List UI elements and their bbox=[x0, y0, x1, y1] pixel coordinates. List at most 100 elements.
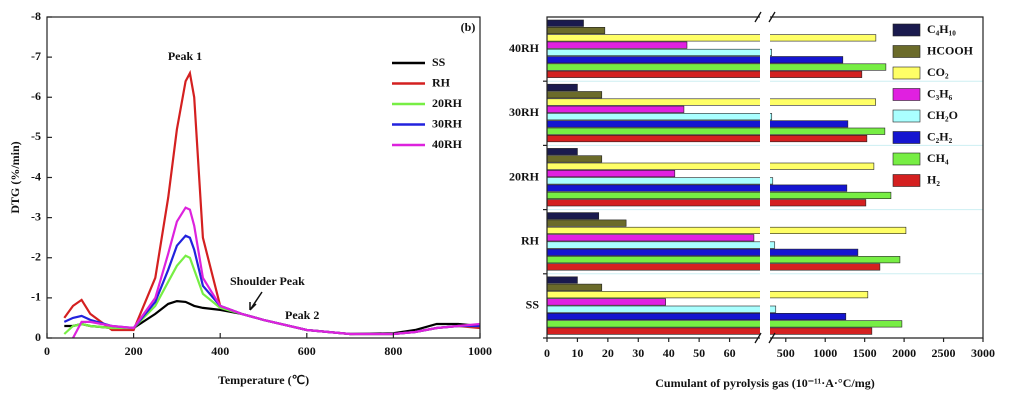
x-tick-label: 1500 bbox=[853, 346, 877, 360]
x-tick-label: 1000 bbox=[813, 346, 837, 360]
bar bbox=[546, 177, 774, 185]
y-tick-label: SS bbox=[526, 298, 540, 312]
bar bbox=[546, 70, 863, 78]
y-tick-label: -2 bbox=[31, 250, 41, 264]
bar bbox=[546, 283, 603, 291]
legend-swatch bbox=[892, 45, 921, 58]
legend-swatch bbox=[892, 66, 921, 80]
legend-label: CH₄ bbox=[927, 151, 949, 165]
plot-frame bbox=[546, 16, 984, 339]
legend-label: CO₂ bbox=[927, 65, 949, 79]
y-tick-label: 20RH bbox=[509, 169, 540, 183]
x-tick-label: 200 bbox=[125, 344, 143, 358]
y-tick-label: -1 bbox=[31, 290, 41, 304]
plot-frame bbox=[46, 16, 481, 339]
legend-label: C₂H₂ bbox=[927, 129, 953, 143]
bar bbox=[546, 26, 606, 35]
bar bbox=[546, 291, 869, 299]
x-axis-title: Cumulant of pyrolysis gas (10⁻¹¹·A·°C/mg… bbox=[655, 376, 874, 390]
x-tick-label: 0 bbox=[44, 344, 50, 358]
legend-swatch bbox=[892, 174, 921, 187]
bar bbox=[546, 327, 873, 335]
data-line bbox=[63, 69, 481, 336]
x-tick-label: 10 bbox=[571, 346, 583, 360]
bar bbox=[546, 91, 603, 99]
y-tick-label: -3 bbox=[31, 209, 41, 223]
annotation: Peak 2 bbox=[285, 308, 319, 322]
legend-label: H₂ bbox=[927, 172, 940, 186]
legend-label: C₃H₆ bbox=[927, 86, 953, 100]
x-tick-label: 2000 bbox=[892, 346, 916, 360]
panel-label: (b) bbox=[461, 20, 476, 34]
annotation: Shoulder Peak bbox=[230, 274, 305, 288]
bar bbox=[546, 226, 907, 234]
bar bbox=[546, 155, 603, 163]
bar bbox=[546, 41, 688, 49]
bar bbox=[546, 148, 578, 156]
x-tick-label: 0 bbox=[544, 346, 550, 360]
y-tick-label: RH bbox=[521, 233, 540, 247]
bar bbox=[546, 56, 844, 64]
bar bbox=[546, 234, 755, 242]
bar bbox=[546, 113, 773, 121]
bar bbox=[546, 19, 584, 27]
bar bbox=[546, 63, 887, 71]
legend-label: RH bbox=[432, 75, 451, 89]
y-tick-label: 40RH bbox=[509, 41, 540, 55]
bar bbox=[546, 256, 901, 264]
bar bbox=[546, 248, 859, 256]
data-line bbox=[72, 206, 481, 339]
axis-break-gap bbox=[760, 15, 770, 342]
bar bbox=[546, 34, 877, 42]
bar bbox=[546, 98, 877, 106]
y-tick-label: -4 bbox=[31, 169, 41, 183]
y-axis-title: DTG (%/min) bbox=[8, 141, 22, 213]
bar bbox=[546, 135, 868, 143]
annotation-arrow bbox=[249, 291, 263, 311]
x-tick-label: 60 bbox=[724, 346, 736, 360]
x-tick-label: 30 bbox=[632, 346, 644, 360]
bar bbox=[546, 191, 892, 199]
bar bbox=[546, 48, 772, 57]
y-tick-label: 0 bbox=[35, 330, 41, 344]
legend-swatch bbox=[892, 109, 921, 123]
bar bbox=[546, 199, 867, 207]
x-axis-title: Temperature (℃) bbox=[218, 373, 309, 387]
x-tick-label: 20 bbox=[602, 346, 614, 360]
bar bbox=[546, 120, 849, 128]
bar bbox=[546, 276, 578, 284]
bar bbox=[546, 212, 600, 220]
bar bbox=[546, 162, 875, 170]
legend-label: 40RH bbox=[432, 137, 463, 151]
legend-swatch bbox=[892, 88, 921, 101]
x-tick-label: 3000 bbox=[971, 346, 995, 360]
x-tick-label: 50 bbox=[693, 346, 705, 360]
x-tick-label: 1000 bbox=[468, 344, 492, 358]
bar bbox=[546, 83, 578, 91]
y-tick-label: -6 bbox=[31, 89, 41, 103]
bar bbox=[546, 312, 847, 321]
bar bbox=[546, 105, 685, 113]
y-tick-label: -5 bbox=[31, 129, 41, 143]
bar bbox=[546, 320, 903, 328]
x-tick-label: 800 bbox=[384, 344, 402, 358]
bar bbox=[546, 170, 676, 178]
x-tick-label: 400 bbox=[211, 344, 229, 358]
legend-label: 30RH bbox=[432, 116, 463, 130]
x-tick-label: 600 bbox=[298, 344, 316, 358]
bar bbox=[546, 184, 848, 192]
bar bbox=[546, 298, 666, 306]
legend-label: 20RH bbox=[432, 96, 463, 110]
legend-swatch bbox=[892, 23, 921, 37]
legend-label: HCOOH bbox=[927, 43, 974, 57]
bar bbox=[546, 241, 776, 249]
legend-swatch bbox=[892, 152, 921, 166]
legend-label: CH₂O bbox=[927, 108, 958, 122]
x-tick-label: 2500 bbox=[932, 346, 956, 360]
x-tick-label: 500 bbox=[777, 346, 795, 360]
y-tick-label: -7 bbox=[31, 49, 41, 63]
bar bbox=[546, 127, 886, 135]
legend-label: C₄H₁₀ bbox=[927, 22, 956, 36]
y-tick-label: -8 bbox=[31, 9, 41, 23]
legend-label: SS bbox=[432, 55, 446, 69]
